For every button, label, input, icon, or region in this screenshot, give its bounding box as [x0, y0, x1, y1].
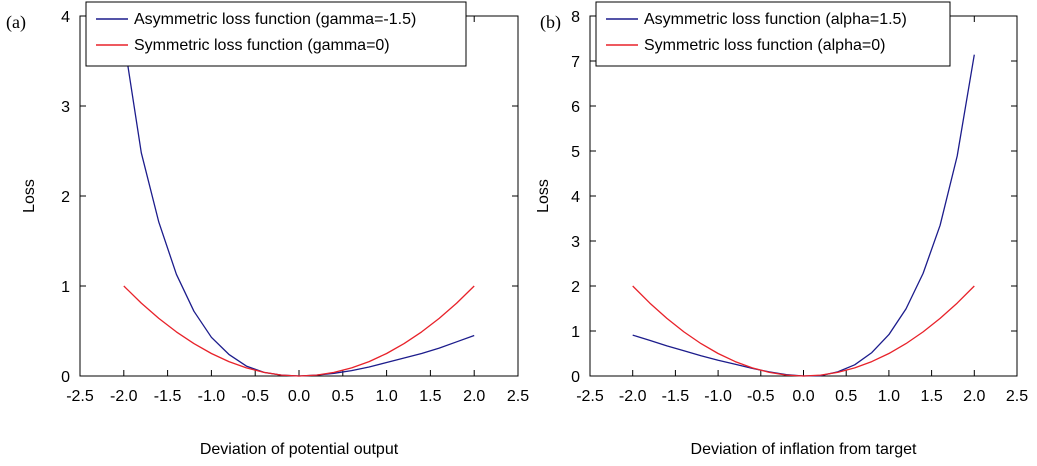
- x-tick-label: -0.5: [747, 388, 775, 405]
- y-tick-label: 8: [571, 9, 580, 26]
- y-tick-label: 6: [571, 99, 580, 116]
- x-tick-label: 1.5: [419, 388, 441, 405]
- x-tick-label: 1.5: [920, 388, 942, 405]
- x-axis-label: Deviation of inflation from target: [691, 441, 917, 458]
- x-tick-label: 2.5: [1006, 388, 1028, 405]
- x-tick-label: -1.5: [662, 388, 690, 405]
- plot-frame: [79, 15, 519, 377]
- y-tick-label: 3: [571, 234, 580, 251]
- y-tick-label: 7: [571, 54, 580, 71]
- series-line-asymmetric: [123, 39, 475, 377]
- y-tick-label: 4: [571, 189, 580, 206]
- legend-label: Asymmetric loss function (alpha=1.5): [644, 11, 907, 28]
- legend-label: Symmetric loss function (alpha=0): [644, 37, 885, 54]
- x-tick-label: 1.0: [878, 388, 900, 405]
- y-tick-label: 1: [571, 324, 580, 341]
- y-tick-label: 2: [61, 189, 70, 206]
- x-tick-label: -1.0: [704, 388, 732, 405]
- x-tick-label: -0.5: [241, 388, 269, 405]
- panel-label: (a): [6, 12, 26, 33]
- x-tick-label: 2.0: [463, 388, 485, 405]
- panel-label: (b): [540, 12, 561, 33]
- x-tick-label: -2.0: [619, 388, 647, 405]
- legend-box: [595, 1, 951, 67]
- x-tick-label: 0.0: [792, 388, 814, 405]
- x-tick-label: -1.5: [154, 388, 182, 405]
- series-line-asymmetric: [632, 54, 975, 377]
- x-tick-label: -2.5: [576, 388, 604, 405]
- y-tick-label: 1: [61, 279, 70, 296]
- series-line-symmetric: [123, 285, 475, 377]
- y-axis-label: Loss: [21, 179, 38, 213]
- x-axis-label: Deviation of potential output: [200, 441, 399, 458]
- x-tick-label: 0.5: [835, 388, 857, 405]
- x-tick-label: -2.0: [110, 388, 138, 405]
- x-tick-label: -1.0: [198, 388, 226, 405]
- x-tick-label: 2.0: [963, 388, 985, 405]
- legend-label: Symmetric loss function (gamma=0): [134, 37, 390, 54]
- x-tick-label: 0.5: [332, 388, 354, 405]
- x-tick-label: 1.0: [375, 388, 397, 405]
- y-tick-label: 5: [571, 144, 580, 161]
- y-tick-label: 4: [61, 9, 70, 26]
- x-tick-label: 2.5: [507, 388, 529, 405]
- y-tick-label: 0: [61, 369, 70, 386]
- x-tick-label: 0.0: [288, 388, 310, 405]
- y-tick-label: 3: [61, 99, 70, 116]
- series-line-symmetric: [632, 285, 975, 377]
- y-tick-label: 0: [571, 369, 580, 386]
- plot-frame: [589, 15, 1018, 377]
- x-tick-label: -2.5: [66, 388, 94, 405]
- y-axis-label: Loss: [535, 179, 552, 213]
- legend-label: Asymmetric loss function (gamma=-1.5): [134, 11, 416, 28]
- y-tick-label: 2: [571, 279, 580, 296]
- legend-box: [85, 1, 467, 67]
